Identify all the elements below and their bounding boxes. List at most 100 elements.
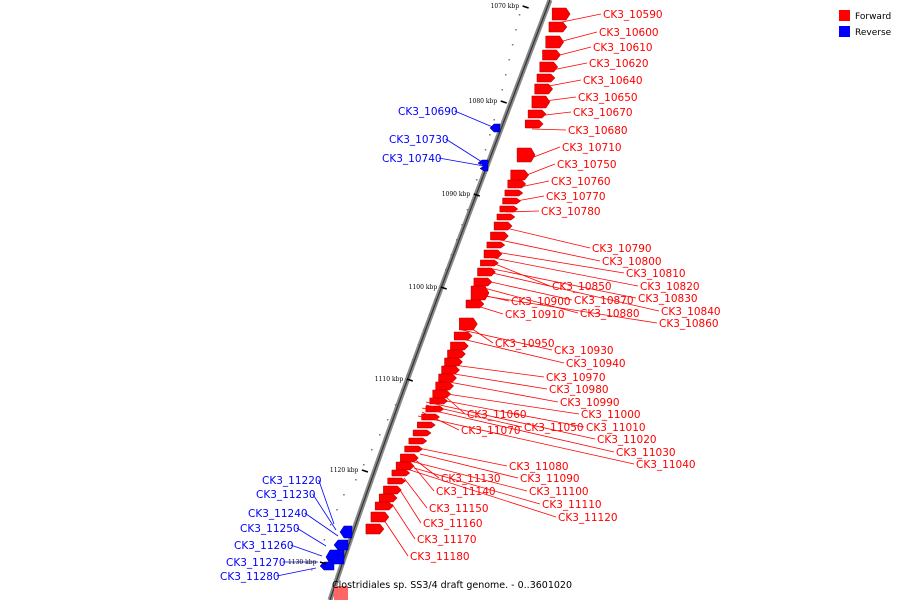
forward-gene [534,83,554,95]
scale-tick-mark [440,286,447,290]
forward-gene [545,35,565,49]
forward-gene [387,477,407,485]
scale-tick-mark [361,469,369,473]
leader-line [495,251,625,274]
reverse-gene [333,539,349,551]
leader-line [561,13,602,23]
gene-label-forward: CK3_10990 [560,397,620,409]
forward-gene [465,299,485,309]
forward-gene [425,405,445,413]
gene-label-forward: CK3_10980 [549,384,609,396]
gene-label-forward: CK3_11020 [597,434,657,446]
scale-tick-label: 1090 kbp [442,191,471,198]
forward-gene [432,389,452,399]
scale-dot [394,404,397,406]
gene-label-forward: CK3_11000 [581,409,641,421]
forward-gene [499,205,519,213]
leader-line [531,128,567,131]
leader-line [461,329,553,351]
scale-tick-label: 1070 kbp [491,3,520,10]
scale-tick-label: 1110 kbp [375,376,404,383]
scale-tick-mark [406,378,414,382]
leader-line [399,489,422,524]
gene-label-forward: CK3_10880 [580,308,640,320]
leader-line [437,379,559,403]
leader-line [312,493,337,531]
gene-label-forward: CK3_11130 [441,473,501,485]
forward-gene [473,277,493,287]
leader-line [505,227,591,249]
scale-dot [323,539,326,541]
gene-label-forward: CK3_11140 [436,486,496,498]
leader-line [409,455,440,479]
leader-line [413,467,541,505]
forward-gene-track [334,7,571,600]
reverse-gene [479,165,489,172]
leader-line [445,138,483,163]
gene-label-forward: CK3_10820 [640,281,700,293]
gene-label-forward: CK3_10650 [578,92,638,104]
gene-label-forward: CK3_10620 [589,58,649,70]
leader-line [276,567,317,577]
gene-label-forward: CK3_10830 [638,293,698,305]
scale-dot [484,149,487,151]
leader-line [555,46,592,57]
legend-label-forward: Forward [855,12,891,22]
leader-line [403,477,428,509]
scale-dot [336,509,338,511]
scale-dot [489,134,491,136]
forward-gene [551,7,571,21]
leader-line [481,279,573,301]
scale-dot [434,299,436,301]
leader-line [483,287,579,314]
scale-tick-label: 1100 kbp [409,284,438,291]
scale-dot [386,419,389,421]
gene-label-forward: CK3_11030 [616,447,676,459]
scale-dot [515,29,517,31]
leader-line [558,31,598,43]
leader-line [438,157,485,167]
leader-line [425,404,523,428]
gene-label-reverse: CK3_10730 [389,134,449,146]
scale-tick-mark [319,561,327,565]
scale-tick-label: 1130 kbp [288,559,317,566]
gene-label-forward: CK3_11160 [423,518,483,530]
gene-label-forward: CK3_10790 [592,243,652,255]
leader-line [493,257,639,287]
leader-line [419,453,519,479]
gene-label-forward: CK3_11100 [529,486,589,498]
legend-label-reverse: Reverse [855,28,892,38]
scale-dot [317,554,319,556]
gene-label-forward: CK3_10770 [546,191,606,203]
gene-label-forward: CK3_10840 [661,306,721,318]
scale-dot [450,254,453,256]
gene-label-forward: CK3_10610 [593,42,653,54]
gene-label-forward: CK3_11070 [461,425,521,437]
scale-dot [343,494,345,496]
forward-gene [510,169,530,181]
forward-gene [490,231,509,241]
leader-line [409,461,435,492]
scale-dot [417,344,420,346]
forward-gene [459,317,478,331]
leader-line [457,337,565,364]
forward-gene [536,73,556,83]
forward-gene [438,373,457,383]
forward-gene [539,61,559,73]
leader-line [296,527,327,547]
leader-line [536,111,572,117]
gene-label-reverse: CK3_10740 [382,153,442,165]
reverse-gene-track [319,123,501,571]
leader-line [433,391,580,415]
scale-dot [493,119,495,121]
leader-line [421,407,615,453]
leader-line [318,479,335,525]
forward-gene [548,21,568,33]
leader-line [499,239,601,262]
forward-gene [441,365,460,375]
gene-label-forward: CK3_10670 [573,107,633,119]
gene-label-forward: CK3_10640 [583,75,643,87]
gene-label-forward: CK3_11080 [509,461,569,473]
leader-line [391,503,416,540]
